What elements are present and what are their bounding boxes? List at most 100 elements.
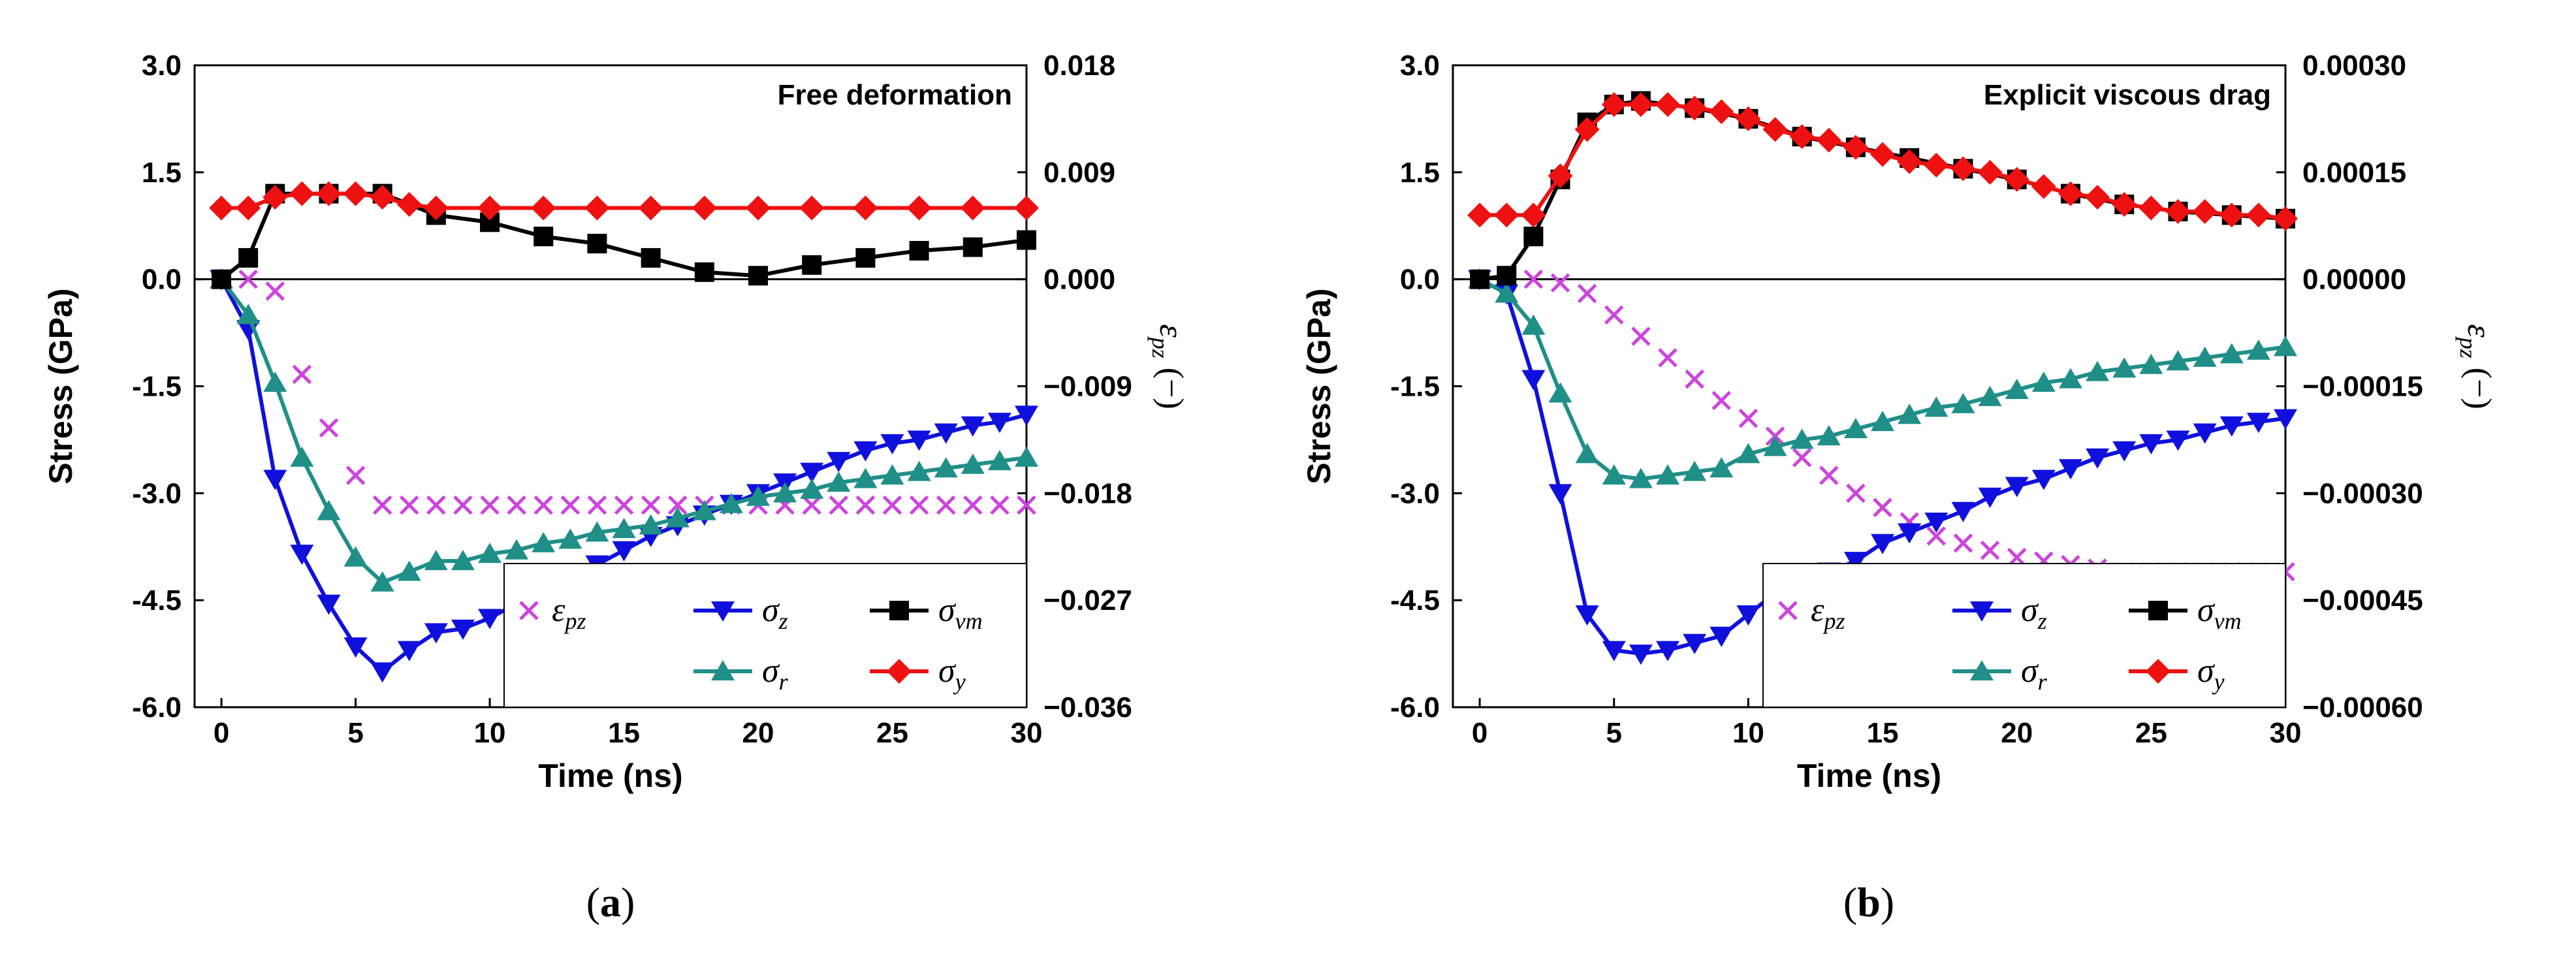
data-point-sigma-r: [290, 446, 314, 467]
subfigure-label-close: ): [621, 879, 635, 925]
series-line-sigma-vm: [1479, 99, 2286, 281]
legend-symbol: σ: [762, 592, 780, 629]
legend-marker: [1970, 660, 1994, 680]
data-point-sigma-z: [263, 470, 287, 490]
subfigure-label-open: (: [1843, 879, 1857, 925]
data-point-eps-pz: [560, 495, 580, 515]
data-point-sigma-z: [800, 462, 824, 483]
data-point-sigma-vm: [748, 266, 769, 286]
data-point-sigma-z: [370, 662, 394, 683]
data-point-sigma-z: [1521, 370, 1546, 390]
legend-entry-eps-pz: εpz: [519, 592, 586, 634]
series-line-sigma-r: [1478, 278, 2286, 481]
data-point-sigma-r: [639, 514, 663, 535]
y-tick-label: -1.5: [132, 371, 182, 403]
data-point-sigma-y: [1682, 95, 1708, 121]
data-point-sigma-z: [934, 423, 958, 444]
x-tick-label: 20: [2001, 717, 2033, 749]
data-point-sigma-y: [2085, 185, 2110, 210]
data-point-sigma-r: [1817, 424, 1841, 445]
data-point-sigma-y: [853, 195, 878, 221]
data-point-sigma-y: [906, 195, 932, 221]
y2-axis-symbol: ε: [2460, 324, 2498, 338]
x-tick-label: 0: [214, 717, 229, 749]
panel-annotation: Explicit viscous drag: [1984, 79, 2271, 111]
data-point-sigma-r: [987, 450, 1011, 471]
data-point-sigma-r: [263, 372, 287, 392]
y-tick-label: -4.5: [132, 584, 182, 616]
data-point-sigma-z: [827, 452, 851, 473]
x-tick-label: 30: [2270, 717, 2302, 749]
data-point-sigma-r: [2086, 360, 2110, 381]
y-tick-label: 3.0: [142, 50, 182, 82]
y2-tick-label: 0.000: [1043, 264, 1115, 296]
legend-marker: [519, 601, 539, 620]
data-point-sigma-y: [2219, 202, 2244, 228]
data-point-sigma-vm: [533, 227, 554, 247]
legend-entry-sigma-y: σy: [870, 652, 966, 695]
y2-tick-label: −0.027: [1043, 584, 1132, 616]
data-point-eps-pz: [533, 495, 554, 515]
data-point-sigma-r: [1602, 464, 1626, 485]
data-point-sigma-y: [316, 181, 342, 206]
data-point-sigma-y: [799, 195, 825, 221]
data-point-sigma-y: [2246, 202, 2271, 228]
x-axis-title: Time (ns): [538, 757, 682, 794]
subfigure-label: (b): [1843, 879, 1894, 925]
legend-entry-sigma-vm: σvm: [2129, 592, 2242, 634]
data-point-eps-pz: [909, 495, 929, 515]
data-point-eps-pz: [641, 495, 661, 515]
data-point-sigma-y: [262, 185, 288, 210]
data-point-eps-pz: [1577, 283, 1597, 304]
data-point-sigma-y: [692, 195, 717, 221]
y2-tick-label: 0.00030: [2302, 50, 2406, 82]
legend-entry-sigma-r: σr: [1952, 652, 2048, 695]
legend-subscript: vm: [955, 608, 983, 634]
data-point-eps-pz: [1017, 495, 1036, 515]
y-axis-title: Stress (GPa): [42, 288, 79, 484]
data-point-eps-pz: [936, 495, 956, 515]
series-sigma-y: [1467, 92, 2298, 231]
data-point-sigma-z: [1575, 605, 1599, 626]
data-point-sigma-r: [1548, 382, 1572, 403]
data-point-eps-pz: [587, 495, 607, 515]
legend-symbol: σ: [762, 652, 780, 690]
legend-subscript: y: [953, 669, 966, 695]
data-point-sigma-z: [1924, 513, 1948, 534]
data-point-sigma-r: [827, 471, 851, 492]
y2-axis-sub: pz: [1147, 336, 1173, 358]
data-point-sigma-r: [1015, 446, 1038, 467]
x-tick-label: 15: [1867, 717, 1899, 749]
data-point-sigma-r: [1898, 404, 1922, 424]
data-point-sigma-vm: [1470, 269, 1490, 289]
y2-tick-label: 0.00015: [2302, 157, 2406, 189]
legend-symbol: ε: [1811, 592, 1824, 629]
data-point-sigma-z: [1629, 645, 1653, 665]
chart-panel-b: 0 5 10 15 20 25 30 3.0 1.5 0.0 -1.5 -3.0 -4.5 -6.0 0.0…: [1301, 50, 2498, 925]
data-point-sigma-r: [692, 500, 716, 520]
data-point-sigma-vm: [909, 240, 929, 261]
x-tick-label: 30: [1011, 717, 1043, 749]
data-point-sigma-z: [2166, 430, 2190, 451]
data-point-eps-pz: [1953, 534, 1973, 553]
y2-tick-label: −0.00015: [2302, 371, 2423, 403]
data-point-sigma-y: [1736, 106, 1761, 131]
data-point-sigma-z: [1548, 484, 1572, 505]
data-point-sigma-z: [907, 430, 931, 451]
data-point-eps-pz: [614, 495, 634, 515]
y2-axis-symbol: ε: [1153, 324, 1190, 338]
data-point-eps-pz: [1631, 327, 1651, 346]
y2-axis-title: εpz (−): [1147, 324, 1190, 409]
legend-subscript: z: [2037, 608, 2047, 634]
data-point-sigma-r: [2193, 346, 2217, 367]
data-point-sigma-r: [505, 539, 529, 560]
data-point-sigma-z: [612, 541, 636, 562]
data-point-sigma-r: [397, 560, 421, 581]
data-point-eps-pz: [963, 495, 983, 515]
data-point-sigma-r: [880, 464, 904, 485]
data-point-sigma-r: [907, 460, 931, 481]
y2-axis-sub: pz: [2455, 336, 2481, 358]
data-point-sigma-y: [396, 191, 422, 217]
data-point-sigma-r: [532, 532, 556, 552]
y2-tick-label: 0.018: [1043, 50, 1115, 82]
